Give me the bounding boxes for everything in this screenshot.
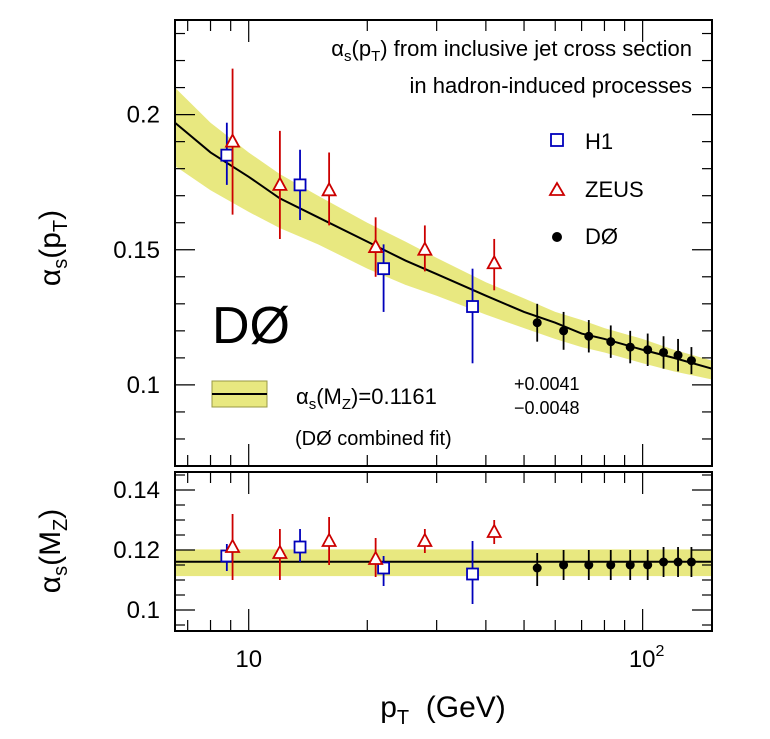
data-point-d0 [659,557,669,567]
bottom-fit-band-layer [175,549,712,577]
data-point-h1 [220,148,234,162]
legend-label-h1: H1 [585,129,613,154]
data-point-zeus [321,532,338,547]
bottom-y-tick-labels: 0.1 0.12 0.14 [113,477,160,624]
data-point-zeus [486,523,503,538]
data-point-h1 [466,300,479,313]
top-y-tick-label: 0.2 [127,102,160,129]
top-y-tick-label: 0.1 [127,372,160,399]
data-point-d0 [643,345,653,355]
top-axis-ticks [175,20,712,466]
bottom-y-tick-label: 0.12 [113,537,160,564]
data-point-zeus [367,238,384,253]
data-point-zeus [271,175,288,191]
bottom-axis-ticks [175,472,712,631]
legend-fit-plus-error: +0.0041 [514,374,580,394]
data-point-zeus [416,240,433,256]
data-point-h1 [293,178,307,192]
data-point-d0 [686,557,696,567]
data-point-zeus [224,132,241,148]
top-y-tick-labels: 0.1 0.15 0.2 [113,102,160,399]
x-tick-label-100: 102 [629,643,665,673]
data-point-d0 [559,326,569,336]
legend-fit-minus-error: −0.0048 [514,398,580,418]
x-axis-label: pT (GeV) [380,691,506,729]
fit-uncertainty-band [175,549,712,577]
data-point-h1 [293,540,307,554]
data-point-h1 [377,262,390,276]
data-point-d0 [559,560,569,570]
legend-label-zeus: ZEUS [585,177,644,202]
data-point-d0 [606,560,616,570]
bottom-y-tick-label: 0.1 [127,597,160,624]
chart-title-line-2: in hadron-induced processes [409,73,692,98]
data-point-d0 [532,318,542,328]
data-point-h1 [377,561,390,575]
data-point-zeus [486,254,503,270]
data-point-d0 [673,350,683,360]
top-data-layer [220,68,696,375]
top-panel: 0.1 0.15 0.2 αs(pT) αs(pT) from inclusiv… [34,19,713,467]
data-point-d0 [686,356,696,366]
chart-title-line-1: αs(pT) from inclusive jet cross section [331,36,692,65]
legend-marker-h1 [550,133,564,147]
experiment-label: DØ [212,297,290,355]
data-point-d0 [625,560,635,570]
top-y-axis-label: αs(pT) [34,210,72,286]
data-point-d0 [584,560,594,570]
legend-marker-zeus [548,181,566,196]
fit-curve [174,121,713,370]
legend-label-d0: DØ [585,224,618,249]
data-point-d0 [659,347,669,357]
legend-fit-note: (DØ combined fit) [295,428,452,450]
data-point-zeus [321,181,338,197]
data-point-d0 [673,557,683,567]
data-point-zeus [416,532,433,547]
bottom-data-layer [220,514,696,604]
data-point-zeus [271,544,288,559]
x-tick-label-10: 10 [235,646,262,673]
bottom-panel: 0.1 0.12 0.14 αs(MZ) 10 102 pT (GeV) [34,471,713,729]
legend-fit-value: αs(MZ)=0.1161 [296,384,437,413]
legend-marker-d0 [552,232,562,242]
data-point-d0 [584,331,594,341]
bottom-y-axis-label: αs(MZ) [34,509,72,594]
bottom-plot-frame [174,471,713,632]
data-point-d0 [643,560,653,570]
data-point-d0 [606,337,616,347]
data-point-h1 [466,567,479,581]
data-point-zeus [224,538,241,553]
top-fit-band-layer [174,87,713,380]
legend: H1 ZEUS DØ αs(MZ)=0.1161 +0.0041 −0.0048… [211,129,644,450]
data-point-d0 [532,563,542,573]
data-point-zeus [367,550,384,565]
data-point-d0 [625,342,635,352]
top-plot-frame [174,19,713,467]
bottom-y-tick-label: 0.14 [113,477,160,504]
fit-uncertainty-band [175,87,712,380]
top-y-tick-label: 0.15 [113,237,160,264]
